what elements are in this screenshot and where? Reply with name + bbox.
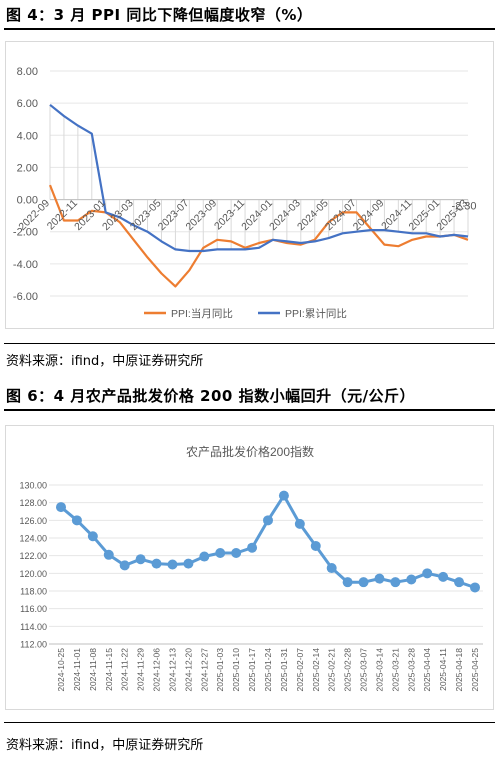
x-tick-label: 2024-11-15 <box>104 648 114 691</box>
x-tick-label: 2025-02-07 <box>295 648 305 692</box>
figure1-source-rule <box>4 343 495 344</box>
data-point <box>294 518 305 529</box>
x-tick-label: 2024-11-01 <box>72 648 82 691</box>
x-tick-label: 2025-01-31 <box>279 648 289 692</box>
data-point <box>231 548 242 559</box>
figure2-source: 资料来源：ifind，中原证券研究所 <box>6 738 204 753</box>
legend-label-cumulative: PPI:累计同比 <box>285 307 347 320</box>
x-tick-label: 2025-04-04 <box>422 648 432 692</box>
y-tick-label: 116.00 <box>20 604 47 614</box>
y-tick-label: -2.00 <box>13 227 38 239</box>
data-point <box>342 577 353 588</box>
series-line-1 <box>48 184 469 288</box>
x-tick-label: 2025-03-28 <box>406 648 416 692</box>
x-tick-label: 2025-03-14 <box>374 648 384 692</box>
data-point <box>406 574 417 585</box>
y-tick-label: -4.00 <box>13 259 38 271</box>
y-tick-label: 118.00 <box>20 587 47 597</box>
data-point <box>438 571 449 582</box>
x-tick-label: 2025-04-25 <box>470 648 480 692</box>
data-point <box>183 558 194 569</box>
data-point <box>247 542 258 553</box>
data-point <box>310 540 321 551</box>
x-tick-label: 2025-01-10 <box>231 648 241 692</box>
data-point <box>151 558 162 569</box>
agri-price-chart-svg: 农产品批发价格200指数 130.00 128.00 126.00 124.00 122.… <box>19 444 483 692</box>
figure2-title: 图 6：4 月农产品批发价格 200 指数小幅回升（元/公斤） <box>6 387 416 405</box>
figure2-title-rule <box>4 409 495 411</box>
series-line-2 <box>49 103 469 253</box>
y-tick-label: 130.00 <box>19 481 47 491</box>
x-tick-label: 2025-03-07 <box>359 648 369 692</box>
x-tick-label: 2024-11-08 <box>88 648 98 691</box>
x-tick-label: 2024-12-13 <box>167 648 177 692</box>
y-tick-label: 112.00 <box>20 640 47 650</box>
x-tick-label: 2025-02-28 <box>343 648 353 692</box>
figure1-title-rule <box>4 28 495 30</box>
data-point <box>199 551 210 562</box>
data-point <box>119 560 130 571</box>
data-point <box>358 577 369 588</box>
data-point <box>470 582 480 593</box>
data-point <box>215 548 226 559</box>
y-tick-label: 124.00 <box>19 534 47 544</box>
figure1-title: 图 4：3 月 PPI 同比下降但幅度收窄（%） <box>6 6 313 24</box>
data-point <box>454 577 465 588</box>
data-point <box>263 515 273 526</box>
x-tick-label: 2025-03-21 <box>390 648 400 692</box>
x-tick-label: 2024-11-29 <box>136 648 146 691</box>
y-tick-label: 8.00 <box>17 66 38 78</box>
ppi-chart: 8.00 6.00 4.00 2.00 0.00 -2.00 -4.00 -6.00 2022-… <box>5 41 494 329</box>
y-tick-label: 0.00 <box>17 195 38 207</box>
x-tick-label: 2024-12-20 <box>183 648 193 692</box>
data-point <box>71 515 82 526</box>
data-point <box>103 549 114 560</box>
x-tick-label: 2024-12-06 <box>152 648 162 692</box>
data-point <box>390 577 401 588</box>
ppi-chart-svg: 8.006.004.002.000.00-2.00-4.00-6.002022-… <box>13 66 477 320</box>
data-point <box>56 502 66 513</box>
chart-title: 农产品批发价格200指数 <box>186 444 314 459</box>
x-tick-label: 2025-02-14 <box>311 648 321 692</box>
x-tick-label: 2024-11-22 <box>120 648 130 691</box>
x-tick-label: 2025-04-11 <box>438 648 448 691</box>
x-tick-label: 2025-01-24 <box>263 648 273 692</box>
data-point <box>167 559 178 570</box>
data-point <box>278 490 289 501</box>
data-point <box>326 563 337 574</box>
y-tick-label: 122.00 <box>19 551 47 561</box>
data-point <box>422 568 433 579</box>
x-tick-label: 2025-04-18 <box>454 648 464 692</box>
agri-price-chart: 农产品批发价格200指数 130.00 128.00 126.00 124.00 122.… <box>5 425 494 710</box>
x-tick-label: 2024-10-25 <box>56 648 66 692</box>
y-tick-label: -6.00 <box>13 291 38 303</box>
y-tick-label: 120.00 <box>19 569 47 579</box>
y-tick-label: 128.00 <box>19 498 47 508</box>
data-point <box>135 554 146 565</box>
data-point <box>374 573 385 584</box>
x-tick-label: 2025-01-03 <box>215 648 225 692</box>
y-tick-label: 6.00 <box>17 98 38 110</box>
y-tick-label: 2.00 <box>17 162 38 174</box>
y-tick-label: 126.00 <box>19 516 47 526</box>
ppi-annotation-label: -2.30 <box>451 201 476 213</box>
legend-label-monthly: PPI:当月同比 <box>171 307 233 320</box>
x-tick-label: 2025-01-17 <box>247 648 257 692</box>
x-tick-label: 2025-02-21 <box>327 648 337 692</box>
y-tick-label: 114.00 <box>20 622 47 632</box>
figure2-source-rule <box>4 722 495 723</box>
x-tick-label: 2024-12-27 <box>199 648 209 692</box>
data-point <box>87 531 98 542</box>
figure1-source: 资料来源：ifind，中原证券研究所 <box>6 354 204 369</box>
y-tick-label: 4.00 <box>17 130 38 142</box>
